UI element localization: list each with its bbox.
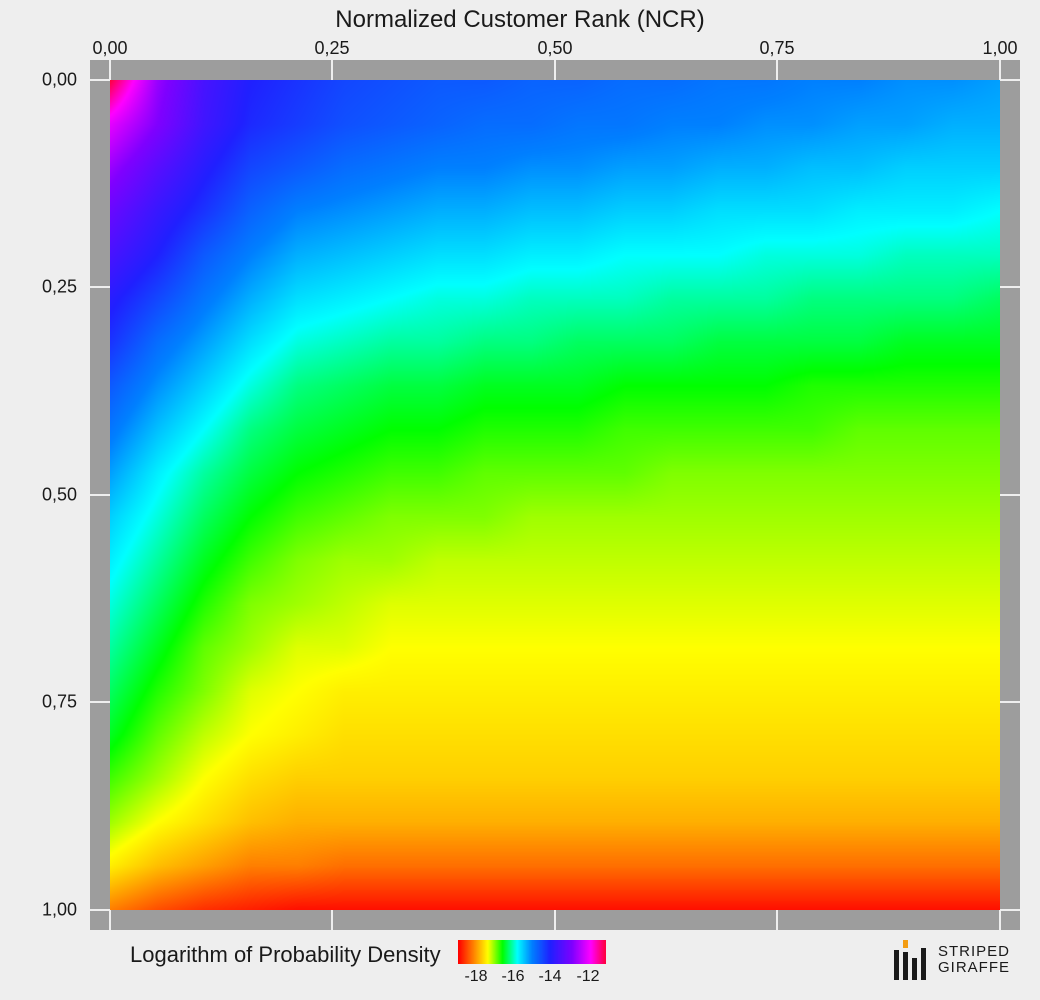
frame-notch xyxy=(1000,909,1020,911)
frame-notch xyxy=(90,701,110,703)
frame-notch xyxy=(999,910,1001,930)
frame-notch xyxy=(90,286,110,288)
logo-line-2: GIRAFFE xyxy=(938,960,1010,977)
x-tick-0: 0,00 xyxy=(92,38,127,59)
chart-page: Normalized Customer Rank (NCR) Normalize… xyxy=(0,0,1040,1000)
legend-tick-1: -16 xyxy=(501,968,524,986)
frame-notch xyxy=(776,910,778,930)
y-tick-2: 0,50 xyxy=(42,485,77,506)
x-tick-3: 0,75 xyxy=(759,38,794,59)
brand-logo: STRIPED GIRAFFE xyxy=(892,940,1010,980)
logo-icon xyxy=(892,940,928,980)
logo-text: STRIPED GIRAFFE xyxy=(938,944,1010,977)
frame-notch xyxy=(999,60,1001,80)
frame-notch xyxy=(109,60,111,80)
y-tick-1: 0,25 xyxy=(42,277,77,298)
frame-notch xyxy=(331,60,333,80)
frame-notch xyxy=(90,79,110,81)
heatmap-plot xyxy=(110,80,1000,910)
frame-notch xyxy=(90,909,110,911)
legend-label: Logarithm of Probability Density xyxy=(130,942,441,968)
x-axis-title: Normalized Customer Rank (NCR) xyxy=(0,6,1040,34)
plot-frame xyxy=(90,60,1020,930)
frame-notch xyxy=(1000,79,1020,81)
logo-line-1: STRIPED xyxy=(938,944,1010,961)
y-tick-4: 1,00 xyxy=(42,900,77,921)
frame-notch xyxy=(554,60,556,80)
x-tick-4: 1,00 xyxy=(982,38,1017,59)
x-tick-1: 0,25 xyxy=(314,38,349,59)
heatmap-canvas xyxy=(110,80,1000,910)
y-tick-3: 0,75 xyxy=(42,692,77,713)
frame-notch xyxy=(1000,701,1020,703)
legend-tick-2: -14 xyxy=(538,968,561,986)
frame-notch xyxy=(1000,494,1020,496)
legend-colorbar xyxy=(458,940,606,964)
frame-notch xyxy=(109,910,111,930)
frame-notch xyxy=(554,910,556,930)
legend-tick-3: -12 xyxy=(576,968,599,986)
x-tick-2: 0,50 xyxy=(537,38,572,59)
frame-notch xyxy=(776,60,778,80)
frame-notch xyxy=(331,910,333,930)
legend-tick-0: -18 xyxy=(464,968,487,986)
frame-notch xyxy=(90,494,110,496)
y-tick-0: 0,00 xyxy=(42,70,77,91)
frame-notch xyxy=(1000,286,1020,288)
